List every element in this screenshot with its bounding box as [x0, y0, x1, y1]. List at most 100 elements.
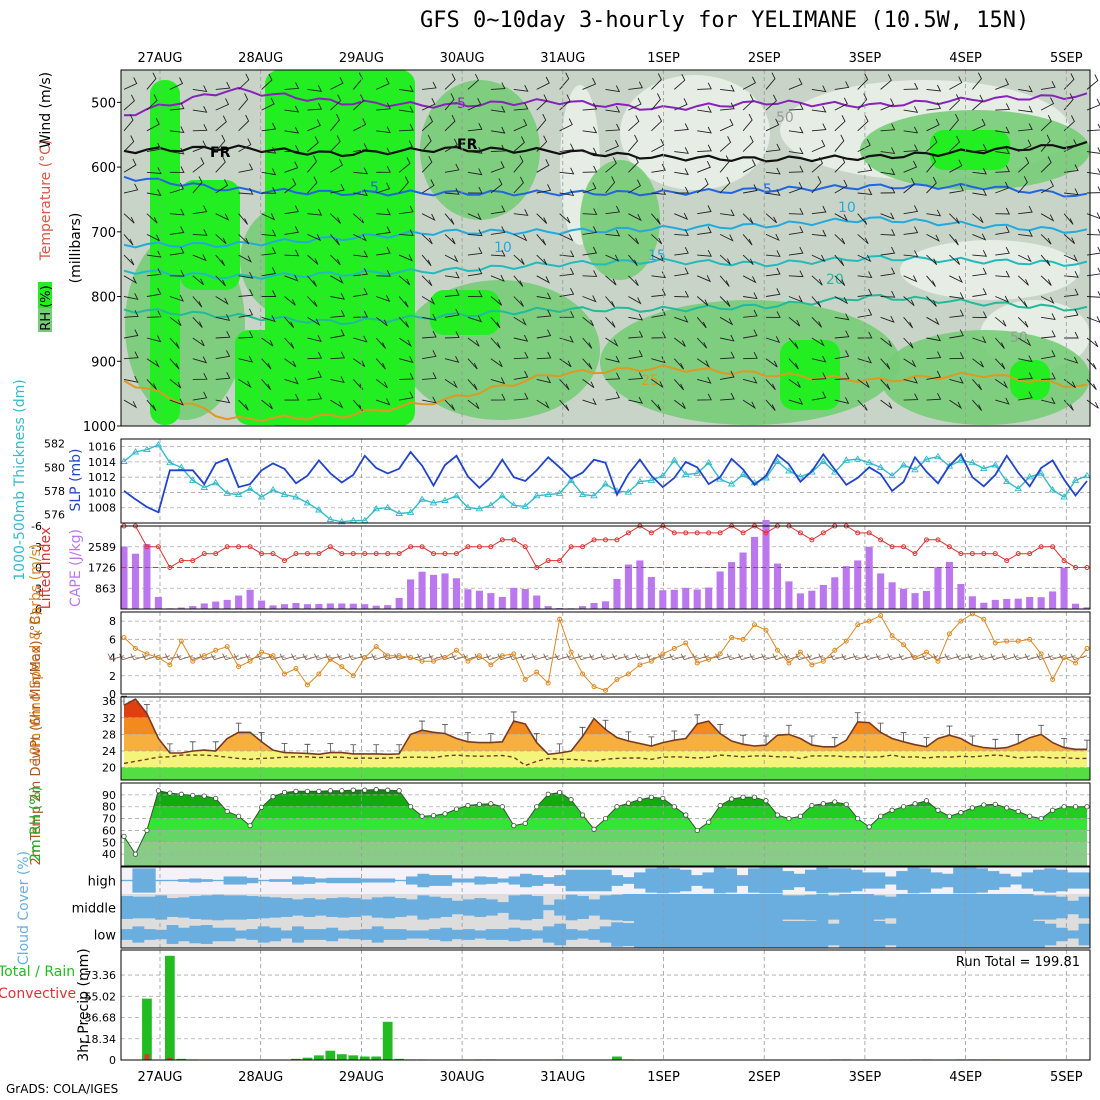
cape-bar [498, 596, 506, 609]
wind-barb [376, 269, 391, 277]
rh-saturated-region [1010, 360, 1050, 400]
wind-barb [995, 295, 1010, 303]
wind-barb [651, 399, 662, 411]
wind-barb [788, 126, 804, 134]
wind-barb [719, 155, 730, 173]
wind-barb [743, 351, 758, 360]
cloud-low-bar [896, 921, 909, 948]
wind-barb [765, 336, 781, 344]
wind-barb [880, 337, 893, 347]
wind-barb [376, 208, 391, 216]
rh-marker [637, 796, 643, 803]
wind-barb [926, 392, 942, 401]
wind-barb [674, 267, 689, 277]
wind-barb [123, 375, 139, 383]
wind-barb [811, 205, 827, 215]
rh-marker [339, 788, 345, 794]
wind-barb [444, 114, 456, 132]
pressure-tick-label: 900 [91, 355, 116, 370]
wind-barb [307, 176, 318, 194]
wind-barb [788, 207, 804, 215]
wind-barb [788, 358, 799, 370]
cape-bar [269, 605, 277, 609]
wind-barb [467, 290, 483, 298]
cape-tick-label: 2589 [88, 541, 116, 554]
wind-barb [742, 76, 756, 90]
temp-band [124, 750, 1087, 768]
thickness-marker [980, 464, 988, 472]
temp-tick-label: 32 [102, 712, 116, 725]
cape-bar [785, 581, 793, 609]
temp-minmax-whisker [602, 719, 609, 730]
cloud-middle-bar [839, 894, 852, 921]
wind-barb [696, 337, 708, 349]
precip-total-bar [371, 1056, 382, 1060]
top-day-label: 1SEP [647, 51, 680, 66]
cloud-middle-bar [542, 904, 555, 911]
cloud-low-bar [520, 929, 532, 940]
wind-barb [697, 144, 712, 153]
wind-barb [513, 155, 524, 173]
wind-barb [421, 234, 433, 245]
wind-barb [467, 247, 483, 256]
li-tick-label: -6 [31, 520, 42, 533]
wind-barb [857, 356, 872, 364]
wind-barb [949, 329, 964, 339]
thickness-line [123, 444, 1088, 523]
thickness-marker [143, 445, 151, 453]
wind-speed-marker [648, 658, 654, 664]
cloud-high-bar [987, 871, 1000, 890]
wind-barb [582, 358, 593, 370]
rh-marker [121, 833, 127, 839]
cloud-low-bar [793, 921, 806, 948]
wind-barb [559, 287, 575, 297]
cloud-low-bar [839, 921, 852, 948]
wind-barb [834, 275, 846, 286]
wind-barb [972, 267, 987, 277]
rh-band [124, 818, 1087, 831]
wind-barb [949, 184, 964, 194]
rh-marker [855, 815, 861, 822]
wind-barb [697, 249, 712, 257]
rh-marker [213, 795, 219, 802]
wind-barb [307, 136, 319, 152]
li-marker [339, 551, 345, 557]
temp-minmax-whisker [969, 735, 976, 746]
cloud-high-bar [782, 871, 795, 890]
rh-tick-label: 90 [102, 789, 116, 802]
surface-wind-barb [577, 653, 595, 661]
wind-barb [123, 310, 139, 318]
wind-speed-marker [683, 640, 689, 646]
wind-barb [192, 356, 208, 364]
wind-speed-marker [545, 680, 551, 686]
wind-speed-marker [224, 644, 230, 650]
wind-barb [513, 84, 529, 92]
wind-barb [1041, 80, 1056, 90]
surface-wind-barb [955, 653, 973, 661]
wind-barb [559, 399, 570, 411]
cloud-middle-bar [873, 895, 886, 920]
wind-barb [375, 337, 386, 349]
wind-barb [284, 82, 300, 90]
precip-total-bar [314, 1055, 324, 1060]
surface-wind-barb [164, 653, 182, 661]
cloud-middle-bar [725, 894, 738, 921]
li-marker [591, 537, 597, 543]
wind-barb [651, 93, 661, 111]
cloud-high-bar [839, 868, 852, 893]
rh-marker [648, 794, 654, 800]
cloud-high-bar [280, 879, 293, 882]
wind-barb [169, 316, 182, 326]
wind-barb [238, 254, 253, 263]
wind-barb [123, 94, 135, 111]
rh-marker [832, 799, 838, 805]
cloud-high-bar [599, 869, 612, 892]
thickness-marker [1025, 473, 1034, 480]
isotherm-FR [123, 140, 1088, 163]
isotherm--5 [123, 86, 1088, 117]
wind-barb [1086, 316, 1100, 323]
cloud-low-bar [474, 930, 487, 939]
wind-barb [215, 213, 230, 221]
wind-barb [559, 335, 574, 343]
cloud-middle-bar [793, 895, 806, 920]
